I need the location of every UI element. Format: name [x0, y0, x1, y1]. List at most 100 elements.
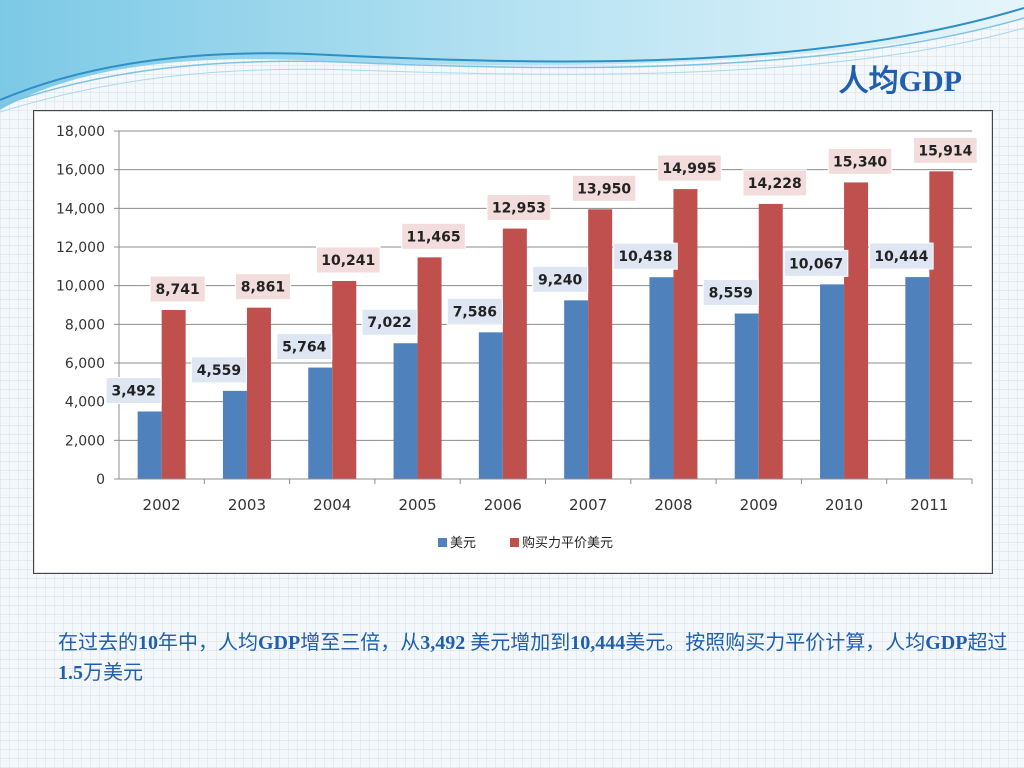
- legend-label-ppp: 购买力平价美元: [522, 535, 613, 551]
- slide-title: 人均GDP: [838, 65, 962, 98]
- data-label-box-usd: [532, 265, 589, 293]
- bar-usd: [564, 300, 589, 479]
- data-label-usd: 5,764: [282, 340, 327, 356]
- caption-text: 美元增加到: [465, 632, 571, 654]
- x-tick-label: 2002: [143, 496, 181, 514]
- bar-ppp: [332, 281, 357, 479]
- x-tick-label: 2005: [398, 496, 436, 514]
- data-label-usd: 7,586: [453, 304, 497, 320]
- caption-term: GDP: [925, 632, 968, 654]
- data-label-box-ppp: [401, 222, 466, 250]
- data-label-box-ppp: [486, 194, 552, 222]
- data-label-usd: 4,559: [197, 363, 241, 379]
- bar-ppp: [246, 307, 271, 479]
- data-label-box-ppp: [657, 154, 722, 182]
- data-label-box-usd: [613, 242, 678, 270]
- caption-number: 10,444: [570, 632, 626, 654]
- data-label-ppp: 10,241: [321, 253, 375, 269]
- x-tick-label: 2010: [825, 496, 863, 514]
- data-label-ppp: 8,741: [156, 282, 200, 298]
- bar-usd: [393, 343, 418, 479]
- caption-text: 在过去的: [58, 632, 138, 654]
- caption-number: 10: [138, 632, 158, 654]
- data-label-ppp: 11,465: [407, 229, 461, 245]
- bar-usd: [734, 313, 759, 479]
- data-label-ppp: 15,914: [918, 143, 972, 159]
- data-label-box-ppp: [571, 174, 637, 202]
- caption-text: 增至三倍，从: [300, 632, 421, 654]
- bar-usd: [649, 277, 674, 479]
- caption-term: GDP: [258, 632, 301, 654]
- data-label-ppp: 14,995: [662, 161, 716, 177]
- data-label-usd: 7,022: [367, 315, 411, 331]
- data-label-box-usd: [361, 308, 418, 336]
- y-tick-label: 12,000: [56, 240, 105, 256]
- data-label-box-ppp: [149, 275, 206, 303]
- data-label-ppp: 13,950: [577, 181, 631, 197]
- data-label-usd: 10,067: [789, 256, 843, 272]
- legend-swatch-ppp: [510, 538, 519, 547]
- y-tick-label: 6,000: [65, 356, 105, 372]
- data-label-box-usd: [446, 297, 503, 325]
- bar-usd: [308, 367, 333, 479]
- bar-ppp: [673, 189, 698, 479]
- caption-text: 年中，人均: [158, 632, 258, 654]
- x-tick-label: 2008: [654, 496, 692, 514]
- bar-ppp: [417, 257, 442, 479]
- y-tick-label: 4,000: [65, 395, 105, 411]
- x-tick-label: 2011: [910, 496, 948, 514]
- y-tick-label: 18,000: [56, 124, 105, 140]
- bar-ppp: [758, 203, 783, 479]
- x-tick-label: 2003: [228, 496, 266, 514]
- data-label-usd: 10,438: [618, 249, 672, 265]
- x-tick-label: 2004: [313, 496, 351, 514]
- bar-ppp: [844, 182, 869, 479]
- slide-caption: 在过去的10年中，人均GDP增至三倍，从3,492 美元增加到10,444美元。…: [58, 628, 1008, 688]
- bar-usd: [478, 332, 503, 479]
- legend-label-usd: 美元: [450, 536, 476, 551]
- data-label-ppp: 12,953: [492, 201, 546, 217]
- y-tick-label: 2,000: [65, 433, 105, 449]
- bar-ppp: [929, 171, 954, 479]
- x-tick-label: 2006: [484, 496, 522, 514]
- caption-number: 3,492: [420, 632, 466, 654]
- x-tick-label: 2009: [740, 496, 778, 514]
- y-tick-label: 16,000: [56, 163, 105, 179]
- data-label-box-usd: [783, 249, 849, 277]
- caption-text: 万美元: [83, 662, 143, 684]
- data-label-usd: 9,240: [538, 272, 583, 288]
- legend-swatch-usd: [438, 538, 447, 547]
- caption-text: 美元。按照购买力平价计算，人均: [625, 632, 926, 654]
- bar-chart: 0 2,000 4,000 6,000 8,000 10,000 12,000 14,000 1…: [56, 124, 978, 551]
- caption-number: 1.5: [58, 662, 83, 684]
- y-tick-label: 14,000: [56, 201, 105, 217]
- data-label-box-usd: [190, 356, 247, 384]
- data-label-box-ppp: [315, 246, 381, 274]
- y-tick-label: 10,000: [56, 279, 105, 295]
- data-label-box-ppp: [742, 169, 808, 197]
- x-tick-label: 2007: [569, 496, 607, 514]
- data-label-box-ppp: [827, 147, 893, 175]
- data-label-ppp: 15,340: [833, 154, 887, 170]
- bar-usd: [222, 390, 247, 479]
- y-tick-label: 8,000: [65, 317, 105, 333]
- bar-usd: [820, 284, 845, 479]
- bar-ppp: [502, 228, 527, 479]
- bar-usd: [137, 411, 162, 479]
- data-label-box-ppp: [234, 273, 291, 301]
- data-label-usd: 10,444: [874, 249, 928, 265]
- data-label-usd: 3,492: [112, 383, 156, 399]
- header-wave-decoration: [0, 0, 1024, 113]
- caption-text: 超过: [967, 632, 1008, 654]
- bar-ppp: [588, 209, 613, 480]
- data-label-box-ppp: [913, 136, 978, 164]
- data-label-ppp: 8,861: [241, 280, 285, 296]
- bar-usd: [905, 277, 930, 479]
- chart-frame: 0 2,000 4,000 6,000 8,000 10,000 12,000 14,000 1…: [33, 110, 993, 574]
- data-label-box-usd: [276, 333, 333, 361]
- y-tick-label: 0: [96, 472, 105, 488]
- data-label-ppp: 14,228: [748, 176, 802, 192]
- data-label-usd: 8,559: [709, 286, 753, 302]
- data-label-box-usd: [869, 242, 934, 270]
- data-label-box-usd: [105, 376, 162, 404]
